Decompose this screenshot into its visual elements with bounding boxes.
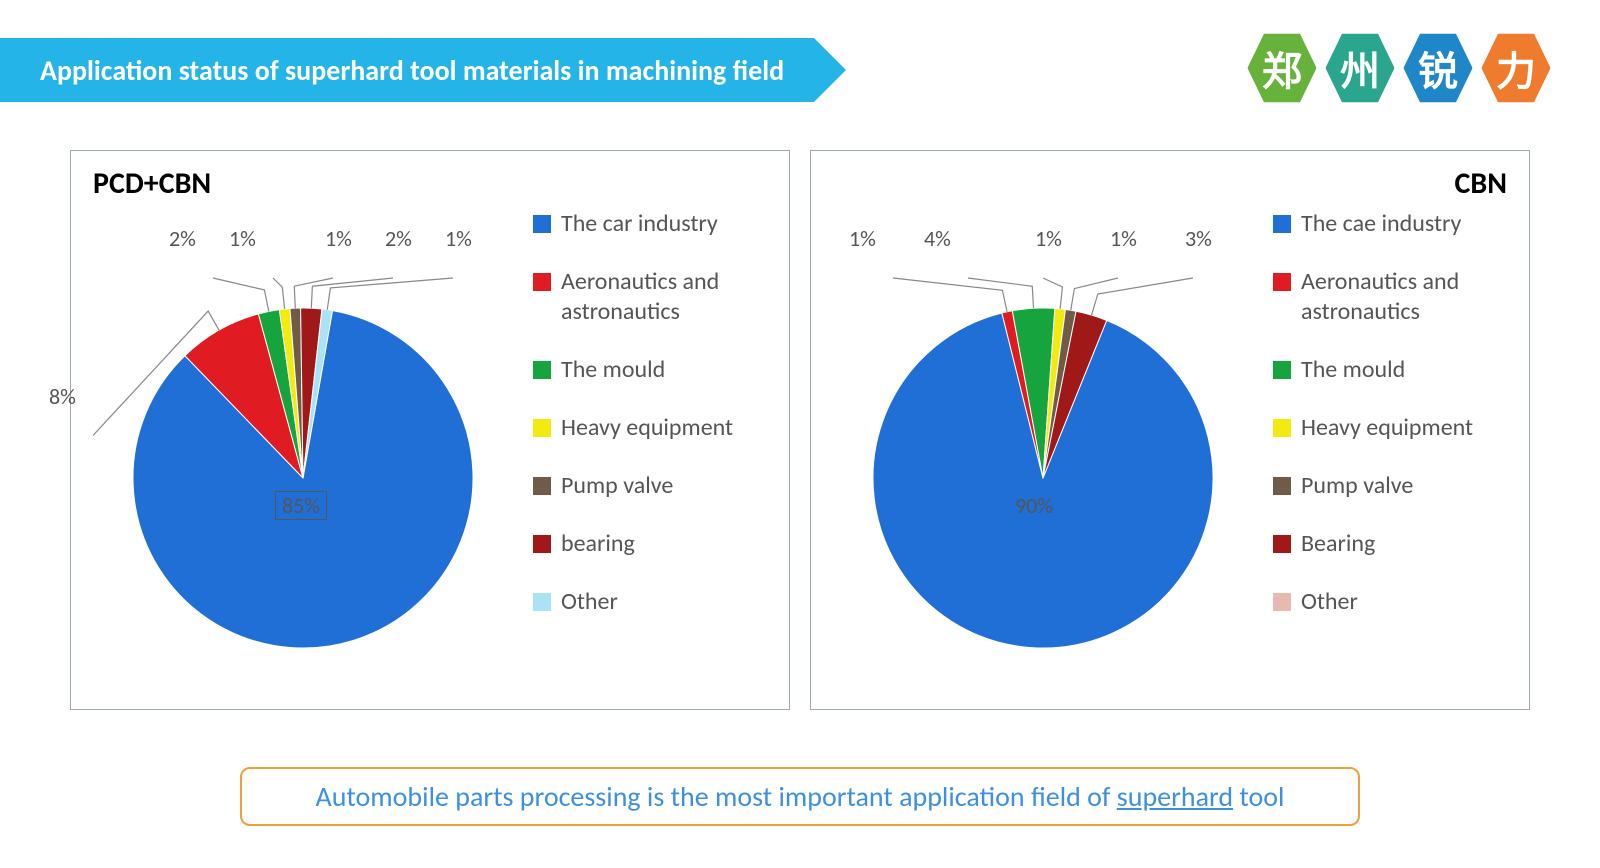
- page-title-banner: Application status of superhard tool mat…: [0, 38, 814, 102]
- legend-item: The cae industry: [1273, 209, 1507, 239]
- legend-swatch: [1273, 419, 1291, 437]
- chart-title-left: PCD+CBN: [93, 165, 211, 202]
- legend-swatch: [533, 477, 551, 495]
- slice-label: 3%: [1185, 225, 1212, 252]
- legend-label: Heavy equipment: [1301, 413, 1473, 443]
- chart-title-right: CBN: [1455, 165, 1507, 202]
- legend-item: Pump valve: [1273, 471, 1507, 501]
- chart-card-right: CBN 1% 4% 1% 1% 3% 90% The cae industry Aerona…: [810, 150, 1530, 710]
- legend-item: Bearing: [1273, 529, 1507, 559]
- legend-swatch: [1273, 215, 1291, 233]
- caption-part-0: Automobile parts processing is the most …: [316, 779, 1117, 814]
- caption-part-1: superhard: [1117, 779, 1233, 814]
- slice-label: 8%: [49, 383, 76, 410]
- legend-label: Pump valve: [561, 471, 673, 501]
- slice-label: 1%: [1035, 225, 1062, 252]
- legend-label: The cae industry: [1301, 209, 1461, 239]
- pie-left: 8%2%1%1%2%1%85%: [93, 209, 513, 687]
- slice-label-main: 90%: [1015, 492, 1053, 519]
- slice-label: 1%: [1110, 225, 1137, 252]
- legend-label: Other: [561, 587, 618, 617]
- legend-swatch: [533, 215, 551, 233]
- legend-swatch: [1273, 361, 1291, 379]
- legend-swatch: [533, 535, 551, 553]
- chart-body-left: 8%2%1%1%2%1%85% The car industryAeronaut…: [93, 209, 767, 687]
- caption-box: Automobile parts processing is the most …: [240, 767, 1360, 826]
- legend-item: Other: [533, 587, 767, 617]
- legend-left: The car industry Aeronautics and astronau…: [513, 209, 767, 687]
- brand-logo: 郑 州 锐 力: [1246, 30, 1552, 106]
- charts-row: PCD+CBN 8%2%1%1%2%1%85% The car industry…: [70, 150, 1530, 710]
- legend-item: The car industry: [533, 209, 767, 239]
- logo-hex-3: 力: [1480, 30, 1552, 106]
- legend-item: Aeronautics and astronautics: [533, 267, 767, 327]
- legend-swatch: [1273, 593, 1291, 611]
- legend-item: Pump valve: [533, 471, 767, 501]
- legend-label: bearing: [561, 529, 635, 559]
- chart-card-left: PCD+CBN 8%2%1%1%2%1%85% The car industry…: [70, 150, 790, 710]
- legend-label: The car industry: [561, 209, 718, 239]
- legend-item: Heavy equipment: [1273, 413, 1507, 443]
- legend-label: The mould: [1301, 355, 1405, 385]
- legend-item: The mould: [1273, 355, 1507, 385]
- slice-label: 1%: [229, 225, 256, 252]
- legend-swatch: [533, 273, 551, 291]
- legend-label: Aeronautics and astronautics: [561, 267, 767, 327]
- legend-swatch: [1273, 477, 1291, 495]
- logo-hex-2: 锐: [1402, 30, 1474, 106]
- page-title: Application status of superhard tool mat…: [40, 53, 784, 88]
- legend-swatch: [533, 419, 551, 437]
- slice-label: 1%: [445, 225, 472, 252]
- legend-label: Other: [1301, 587, 1358, 617]
- legend-item: Heavy equipment: [533, 413, 767, 443]
- slice-label: 1%: [849, 225, 876, 252]
- slice-label: 4%: [924, 225, 951, 252]
- slice-label: 1%: [325, 225, 352, 252]
- legend-item: Aeronautics and astronautics: [1273, 267, 1507, 327]
- legend-label: Heavy equipment: [561, 413, 733, 443]
- pie-right: 1% 4% 1% 1% 3% 90%: [833, 209, 1253, 687]
- legend-label: The mould: [561, 355, 665, 385]
- caption-part-2: tool: [1233, 779, 1284, 814]
- slice-label-main: 85%: [275, 492, 327, 519]
- logo-hex-0: 郑: [1246, 30, 1318, 106]
- legend-label: Aeronautics and astronautics: [1301, 267, 1507, 327]
- chart-body-right: 1% 4% 1% 1% 3% 90% The cae industry Aeronautic…: [833, 209, 1507, 687]
- logo-hex-1: 州: [1324, 30, 1396, 106]
- legend-label: Bearing: [1301, 529, 1375, 559]
- legend-item: bearing: [533, 529, 767, 559]
- legend-item: Other: [1273, 587, 1507, 617]
- legend-label: Pump valve: [1301, 471, 1413, 501]
- slice-label: 2%: [169, 225, 196, 252]
- legend-swatch: [1273, 535, 1291, 553]
- legend-swatch: [533, 361, 551, 379]
- legend-swatch: [533, 593, 551, 611]
- slice-label: 2%: [385, 225, 412, 252]
- legend-right: The cae industry Aeronautics and astronau…: [1253, 209, 1507, 687]
- legend-item: The mould: [533, 355, 767, 385]
- legend-swatch: [1273, 273, 1291, 291]
